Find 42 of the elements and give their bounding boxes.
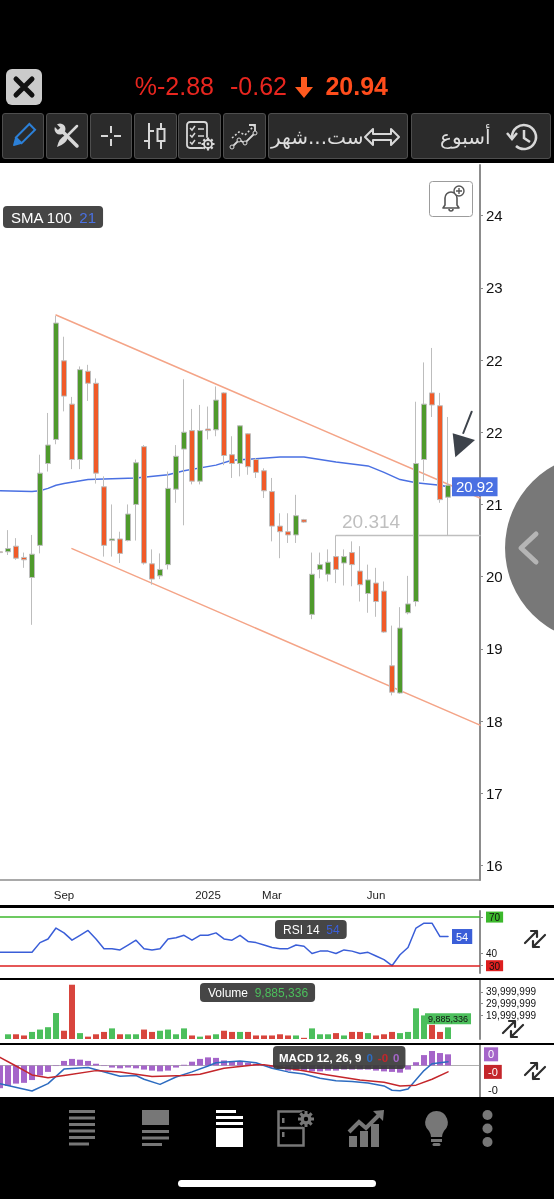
y-tick-label: 29,999,999	[486, 998, 537, 1010]
x-tick-label: Mar	[262, 889, 283, 901]
text: -0	[488, 1083, 498, 1096]
text: ست...شهر	[271, 124, 364, 151]
y-tick-label: 23	[486, 279, 503, 297]
y-tick-label: 22	[486, 351, 503, 369]
text: 20.94	[325, 72, 388, 100]
text: SMA 100	[11, 209, 72, 226]
series-label: RSI 14	[283, 923, 321, 937]
annotation: 0	[366, 1052, 373, 1064]
x-tick-label: Jun	[366, 889, 386, 901]
text: -0	[488, 1065, 498, 1078]
annotation: 54	[326, 923, 341, 937]
y-tick-label: 20	[486, 568, 503, 586]
text: Volume	[208, 986, 249, 1000]
annotation: 21	[79, 209, 97, 226]
text: أسبوع	[440, 123, 491, 151]
y-tick-label: 16	[486, 857, 503, 875]
text: 0	[488, 1048, 495, 1061]
y-tick-label: 70	[489, 912, 501, 924]
annotation: -0	[377, 1052, 389, 1064]
y-tick-label: 18	[486, 712, 503, 730]
y-tick-label: 40	[486, 948, 498, 960]
data-label: 20.314	[342, 510, 401, 532]
y-tick-label: 39,999,999	[486, 986, 537, 998]
annotation: 0	[393, 1052, 400, 1064]
data-label: 20.92	[456, 478, 494, 496]
y-tick-label: 30	[489, 960, 501, 972]
y-tick-label: 21	[486, 495, 503, 513]
y-tick-label: 22	[486, 423, 503, 441]
text: -0.62	[230, 72, 287, 100]
text: %-2.88	[134, 72, 214, 100]
y-tick-label: 19,999,999	[486, 1009, 537, 1021]
y-tick-label: 19	[486, 640, 503, 658]
y-tick-label: 17	[486, 784, 503, 802]
x-tick-label: 2025	[195, 889, 221, 901]
data-label: 9,885,336	[427, 1014, 469, 1025]
data-label: 54	[456, 930, 469, 943]
annotation: 9,885,336	[254, 986, 309, 1000]
y-tick-label: 24	[486, 207, 503, 225]
x-tick-label: Sep	[53, 889, 75, 901]
chart-title: MACD 12, 26, 9	[279, 1052, 362, 1064]
